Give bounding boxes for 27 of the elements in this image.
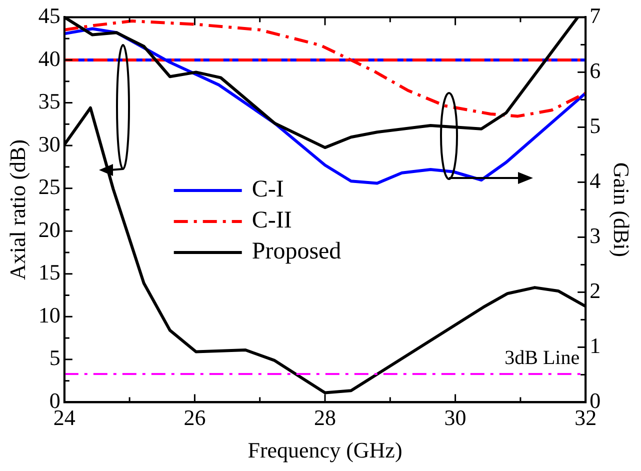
y-tick-label: 25 (38, 174, 60, 200)
y-tick-label: 35 (38, 88, 60, 114)
legend-label: Proposed (252, 238, 342, 265)
y-tick-label: 5 (49, 345, 60, 370)
y2-tick-label: 5 (590, 112, 601, 138)
y2-tick-label: 3 (590, 222, 601, 248)
y-tick-label: 45 (38, 2, 60, 28)
y2-tick-label: 1 (590, 332, 601, 358)
y-tick-label: 10 (38, 302, 60, 328)
y-axis-title: Axial ratio (dB) (4, 139, 30, 280)
x-axis-title: Frequency (GHz) (248, 438, 402, 463)
y-tick-label: 20 (38, 216, 60, 242)
legend-label: C-I (252, 176, 284, 203)
x-tick-label: 30 (444, 405, 466, 430)
y-tick-label: 40 (38, 46, 60, 71)
y-tick-label: 15 (38, 260, 60, 285)
y2-axis-title: Gain (dBi) (609, 162, 634, 258)
y2-tick-label: 4 (590, 168, 601, 193)
y2-tick-label: 2 (590, 278, 601, 303)
x-tick-label: 28 (314, 405, 336, 430)
y2-tick-label: 6 (590, 58, 601, 83)
ref-line-label: 3dB Line (504, 347, 580, 370)
y-tick-label: 30 (38, 131, 60, 156)
x-tick-label: 26 (184, 405, 206, 430)
y2-tick-label: 7 (590, 2, 601, 28)
line-series (64, 20, 586, 118)
legend-label: C-II (252, 208, 292, 234)
